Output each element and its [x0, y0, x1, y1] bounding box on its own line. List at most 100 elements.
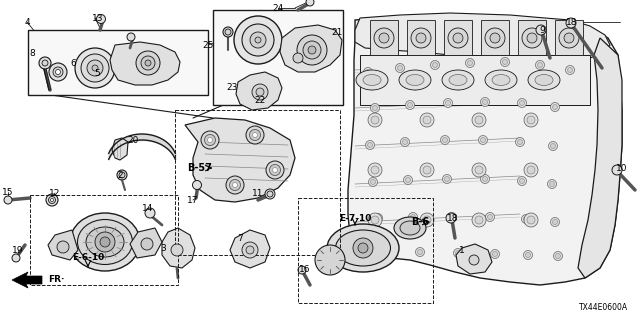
Ellipse shape: [394, 217, 426, 239]
Circle shape: [367, 142, 372, 148]
Circle shape: [524, 251, 532, 260]
Circle shape: [431, 60, 440, 69]
Circle shape: [448, 28, 468, 48]
Circle shape: [515, 138, 525, 147]
Circle shape: [252, 84, 268, 100]
Circle shape: [522, 28, 542, 48]
Bar: [518, 20, 546, 55]
Text: 7: 7: [237, 234, 243, 243]
Circle shape: [416, 33, 426, 43]
Circle shape: [552, 220, 557, 225]
Text: E-6-10: E-6-10: [72, 253, 104, 262]
Circle shape: [483, 100, 488, 105]
Text: 17: 17: [188, 196, 199, 204]
Circle shape: [547, 180, 557, 188]
Circle shape: [371, 103, 380, 113]
Text: 19: 19: [12, 245, 24, 254]
Circle shape: [267, 191, 273, 197]
Text: B-57: B-57: [188, 163, 212, 173]
Circle shape: [205, 134, 216, 146]
Circle shape: [368, 163, 382, 177]
Circle shape: [548, 141, 557, 150]
Polygon shape: [162, 228, 195, 268]
Polygon shape: [48, 230, 78, 260]
Circle shape: [56, 69, 61, 75]
Circle shape: [467, 60, 472, 66]
Text: 5: 5: [94, 68, 100, 77]
Circle shape: [488, 214, 493, 220]
Circle shape: [445, 177, 449, 181]
Ellipse shape: [406, 75, 424, 85]
Ellipse shape: [535, 75, 553, 85]
Text: FR·: FR·: [48, 276, 65, 284]
Circle shape: [368, 213, 382, 227]
Circle shape: [420, 213, 434, 227]
Circle shape: [550, 218, 559, 227]
Circle shape: [256, 88, 264, 96]
Circle shape: [127, 33, 135, 41]
Circle shape: [475, 216, 483, 224]
Circle shape: [365, 69, 371, 75]
Circle shape: [423, 166, 431, 174]
Ellipse shape: [485, 70, 517, 90]
Circle shape: [372, 106, 378, 110]
Circle shape: [403, 140, 408, 145]
Bar: [444, 20, 472, 55]
Circle shape: [207, 138, 212, 142]
Circle shape: [119, 172, 125, 178]
Circle shape: [556, 253, 561, 259]
Circle shape: [483, 177, 488, 181]
Circle shape: [518, 99, 527, 108]
Circle shape: [293, 53, 303, 63]
Text: 13: 13: [92, 13, 104, 22]
Circle shape: [420, 163, 434, 177]
Circle shape: [145, 208, 155, 218]
Circle shape: [100, 237, 110, 247]
Circle shape: [550, 143, 556, 148]
Circle shape: [371, 116, 379, 124]
Circle shape: [527, 116, 535, 124]
Circle shape: [444, 99, 452, 108]
Circle shape: [502, 60, 508, 65]
Polygon shape: [230, 230, 270, 268]
Circle shape: [225, 29, 231, 35]
Circle shape: [365, 140, 374, 149]
Ellipse shape: [400, 221, 420, 235]
Text: 16: 16: [300, 266, 311, 275]
Circle shape: [442, 174, 451, 183]
Circle shape: [417, 250, 422, 254]
Text: 25: 25: [202, 41, 214, 50]
Ellipse shape: [335, 230, 390, 266]
Bar: [370, 20, 398, 55]
Polygon shape: [236, 72, 282, 110]
Circle shape: [371, 180, 376, 185]
Circle shape: [141, 56, 155, 70]
Circle shape: [524, 113, 538, 127]
Bar: [213, 10, 343, 105]
Circle shape: [406, 178, 410, 182]
Text: 11: 11: [252, 188, 264, 197]
Circle shape: [410, 214, 415, 220]
Polygon shape: [348, 15, 622, 285]
Circle shape: [454, 249, 463, 258]
Ellipse shape: [449, 75, 467, 85]
Circle shape: [273, 167, 278, 172]
Text: B-6: B-6: [411, 217, 429, 227]
Circle shape: [53, 67, 63, 77]
Circle shape: [232, 182, 237, 188]
Circle shape: [475, 116, 483, 124]
Circle shape: [298, 266, 306, 274]
Circle shape: [524, 217, 529, 221]
Text: 10: 10: [616, 164, 628, 172]
Circle shape: [490, 250, 499, 259]
Circle shape: [536, 60, 545, 69]
Circle shape: [4, 196, 12, 204]
Ellipse shape: [528, 70, 560, 90]
Circle shape: [171, 244, 183, 256]
Text: 9: 9: [539, 26, 545, 35]
Circle shape: [485, 28, 505, 48]
Circle shape: [246, 246, 254, 254]
Bar: [360, 55, 590, 105]
Polygon shape: [185, 118, 295, 202]
Circle shape: [472, 213, 486, 227]
